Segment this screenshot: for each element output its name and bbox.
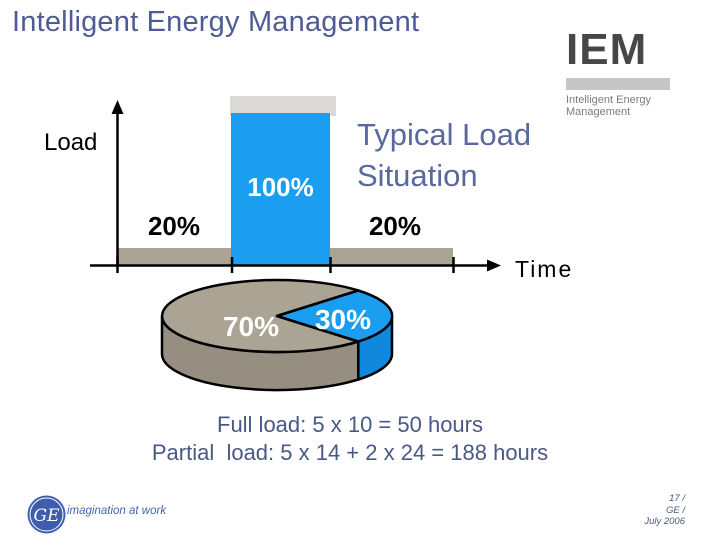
ge-logo: GE — [27, 495, 66, 534]
bar-value-label: 100% — [247, 172, 314, 202]
ge-tagline: imagination at work — [67, 505, 167, 517]
full-load-formula: Full load: 5 x 10 = 50 hours — [217, 412, 483, 437]
x-axis-label: Time — [515, 256, 574, 282]
pie-value-label: 30% — [314, 304, 372, 335]
load-formulas: Full load: 5 x 10 = 50 hours Partial loa… — [0, 411, 700, 466]
footer-date: July 2006 — [644, 516, 685, 527]
iem-logo-name: Intelligent Energy Management — [566, 94, 651, 118]
x-axis-arrow-icon — [487, 259, 501, 272]
bar-value-label: 20% — [368, 211, 422, 241]
bar-shadow-artifact — [230, 96, 336, 116]
bar-partial-load-right — [330, 248, 453, 265]
iem-logo: IEM Intelligent Energy Management — [566, 28, 686, 118]
pie-value-label: 70% — [222, 311, 280, 342]
ge-monogram: GE — [34, 506, 61, 526]
page-number: 17 / — [669, 493, 685, 504]
y-axis-label: Load — [44, 129, 98, 156]
chart-subtitle: Typical Load Situation — [357, 117, 532, 193]
bar-value-label: 20% — [147, 211, 201, 241]
bar-full-load — [231, 113, 330, 265]
partial-load-formula: Partial load: 5 x 14 + 2 x 24 = 188 hour… — [151, 439, 549, 465]
iem-logo-acronym: IEM — [566, 25, 648, 74]
slide-footer-info: 17 / GE / July 2006 — [485, 493, 685, 528]
iem-logo-bar — [566, 78, 670, 90]
footer-org: GE / — [665, 504, 685, 516]
bar-partial-load-left — [117, 248, 232, 265]
page-title: Intelligent Energy Management — [12, 6, 420, 38]
y-axis-arrow-icon — [111, 100, 124, 114]
